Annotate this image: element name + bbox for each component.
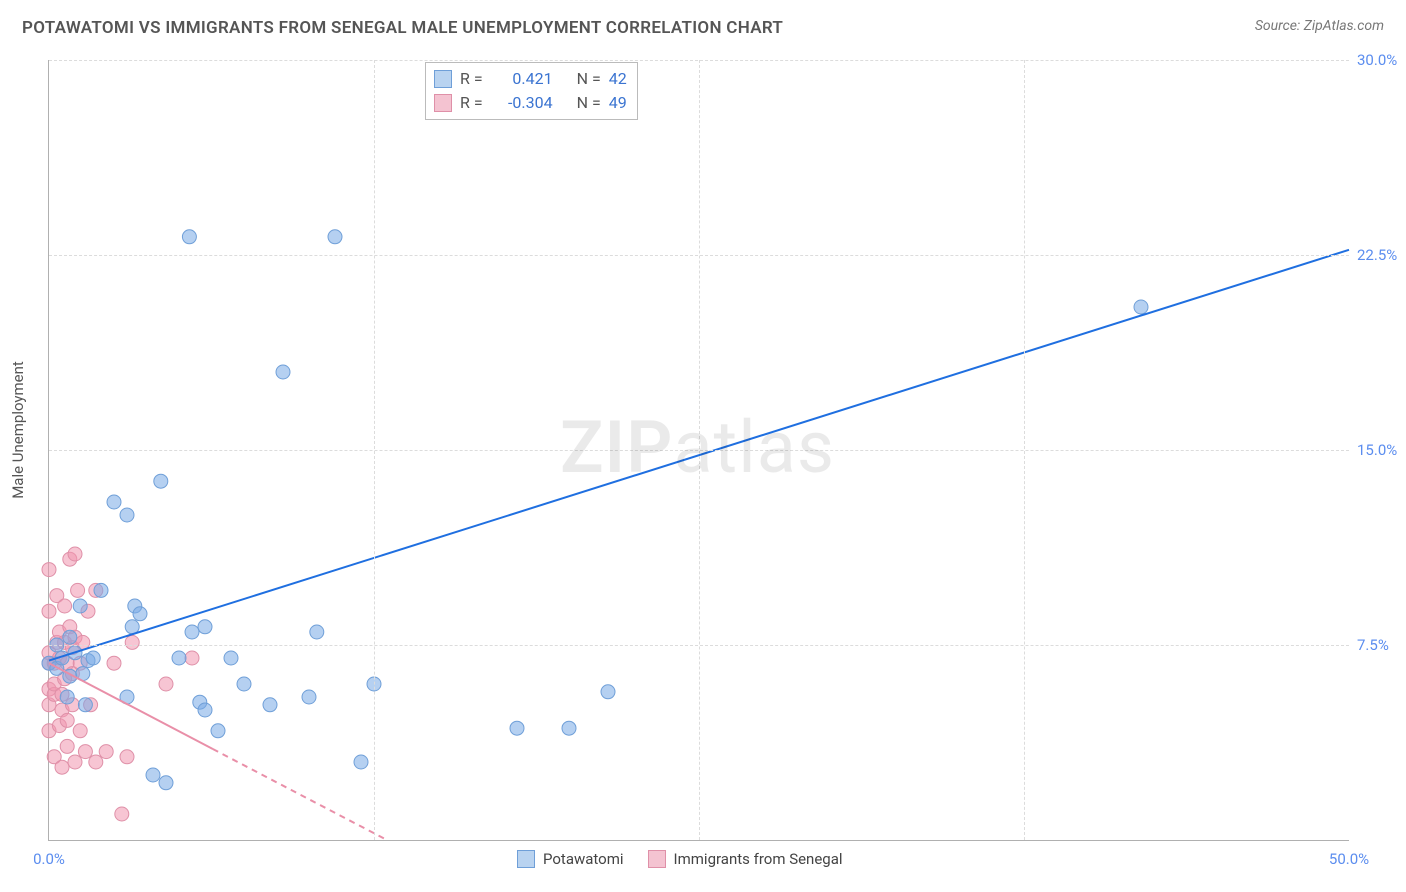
y-tick-label: 30.0% [1357,51,1397,69]
scatter-point [78,745,92,759]
legend-swatch [517,850,535,868]
scatter-point [198,620,212,634]
stat-value-r: 0.421 [491,67,553,91]
scatter-point [86,651,100,665]
grid-line-v [374,60,375,840]
scatter-point [71,583,85,597]
header: POTAWATOMI VS IMMIGRANTS FROM SENEGAL MA… [22,18,1384,38]
scatter-point [63,630,77,644]
scatter-point [115,807,129,821]
grid-line-v [1024,60,1025,840]
legend-label: Immigrants from Senegal [674,850,843,868]
scatter-point [120,750,134,764]
plot-area: 7.5%15.0%22.5%30.0%0.0%50.0% [48,60,1349,841]
scatter-point [276,365,290,379]
scatter-point [328,230,342,244]
stat-value-r: -0.304 [491,91,553,115]
scatter-point [601,685,615,699]
scatter-point [68,547,82,561]
x-tick-label: 50.0% [1329,850,1369,868]
scatter-point [224,651,238,665]
scatter-point [185,651,199,665]
stat-label-n: N = [577,67,601,91]
scatter-point [310,625,324,639]
legend-swatch [434,70,452,88]
y-tick-label: 15.0% [1357,441,1397,459]
stat-label-r: R = [460,67,483,91]
scatter-point [354,755,368,769]
scatter-point [133,607,147,621]
legend-item: Immigrants from Senegal [648,850,843,868]
stat-label-n: N = [577,91,601,115]
scatter-point [120,508,134,522]
legend-label: Potawatomi [543,850,624,868]
scatter-point [237,677,251,691]
scatter-point [146,768,160,782]
scatter-point [302,690,316,704]
legend-stats-box: R = 0.421 N = 42 R = -0.304 N = 49 [425,62,638,120]
legend-item: Potawatomi [517,850,624,868]
source-name: ZipAtlas.com [1304,18,1384,34]
y-tick-label: 7.5% [1357,636,1389,654]
legend-stats-row: R = -0.304 N = 49 [434,91,627,115]
scatter-point [107,656,121,670]
scatter-point [60,690,74,704]
scatter-point [1134,300,1148,314]
scatter-point [78,698,92,712]
scatter-point [99,745,113,759]
legend-swatch [434,94,452,112]
y-axis-title: Male Unemployment [9,361,27,499]
stat-value-n: 49 [609,91,627,115]
scatter-point [510,721,524,735]
x-tick-label: 0.0% [33,850,65,868]
scatter-point [125,620,139,634]
legend-stats-row: R = 0.421 N = 42 [434,67,627,91]
scatter-point [68,755,82,769]
scatter-point [159,677,173,691]
source-prefix: Source: [1255,18,1304,34]
scatter-point [198,703,212,717]
scatter-point [562,721,576,735]
scatter-point [154,474,168,488]
stat-label-r: R = [460,91,483,115]
scatter-point [42,563,56,577]
y-tick-label: 22.5% [1357,246,1397,264]
scatter-point [94,583,108,597]
source-credit: Source: ZipAtlas.com [1255,18,1384,34]
scatter-point [42,604,56,618]
scatter-point [263,698,277,712]
scatter-point [89,755,103,769]
stat-value-n: 42 [609,67,627,91]
scatter-point [73,599,87,613]
scatter-point [55,760,69,774]
scatter-point [185,625,199,639]
chart-title: POTAWATOMI VS IMMIGRANTS FROM SENEGAL MA… [22,18,783,38]
scatter-point [60,713,74,727]
scatter-point [159,776,173,790]
scatter-point [211,724,225,738]
scatter-point [172,651,186,665]
scatter-point [60,739,74,753]
grid-line-v [699,60,700,840]
legend-bottom: Potawatomi Immigrants from Senegal [517,850,843,868]
scatter-point [73,724,87,738]
legend-swatch [648,850,666,868]
scatter-point [58,599,72,613]
scatter-point [107,495,121,509]
scatter-point [182,230,196,244]
scatter-point [125,635,139,649]
